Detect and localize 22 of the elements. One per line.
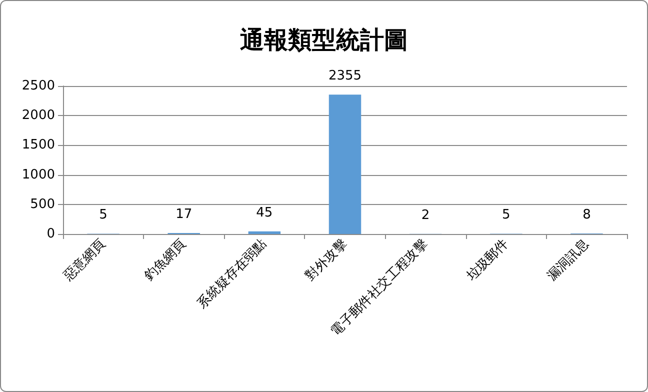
x-tick-label: 垃圾郵件	[463, 236, 512, 285]
bar	[328, 94, 362, 234]
data-label: 2355	[328, 68, 362, 84]
data-label: 8	[582, 208, 591, 223]
y-tick-label: 2000	[22, 108, 55, 124]
data-label: 5	[99, 208, 108, 223]
chart-title: 通報類型統計圖	[239, 26, 408, 54]
y-tick-label: 0	[46, 226, 55, 242]
data-label: 5	[502, 208, 510, 223]
x-tick-label: 系統疑存在弱點	[194, 236, 270, 312]
y-tick-label: 1000	[22, 167, 55, 182]
y-tick-label: 500	[30, 196, 55, 212]
data-label: 45	[256, 205, 273, 220]
x-tick-label: 釣魚網頁	[142, 236, 190, 284]
x-tick-label: 漏洞訊息	[544, 236, 592, 284]
bar	[248, 231, 281, 234]
data-label: 2	[421, 208, 430, 223]
data-label: 17	[176, 206, 192, 222]
y-tick-label: 2500	[22, 78, 55, 94]
x-tick-label: 對外攻擊	[302, 236, 350, 284]
x-tick-label: 惡意網頁	[60, 236, 109, 285]
y-tick-label: 1500	[22, 138, 55, 153]
